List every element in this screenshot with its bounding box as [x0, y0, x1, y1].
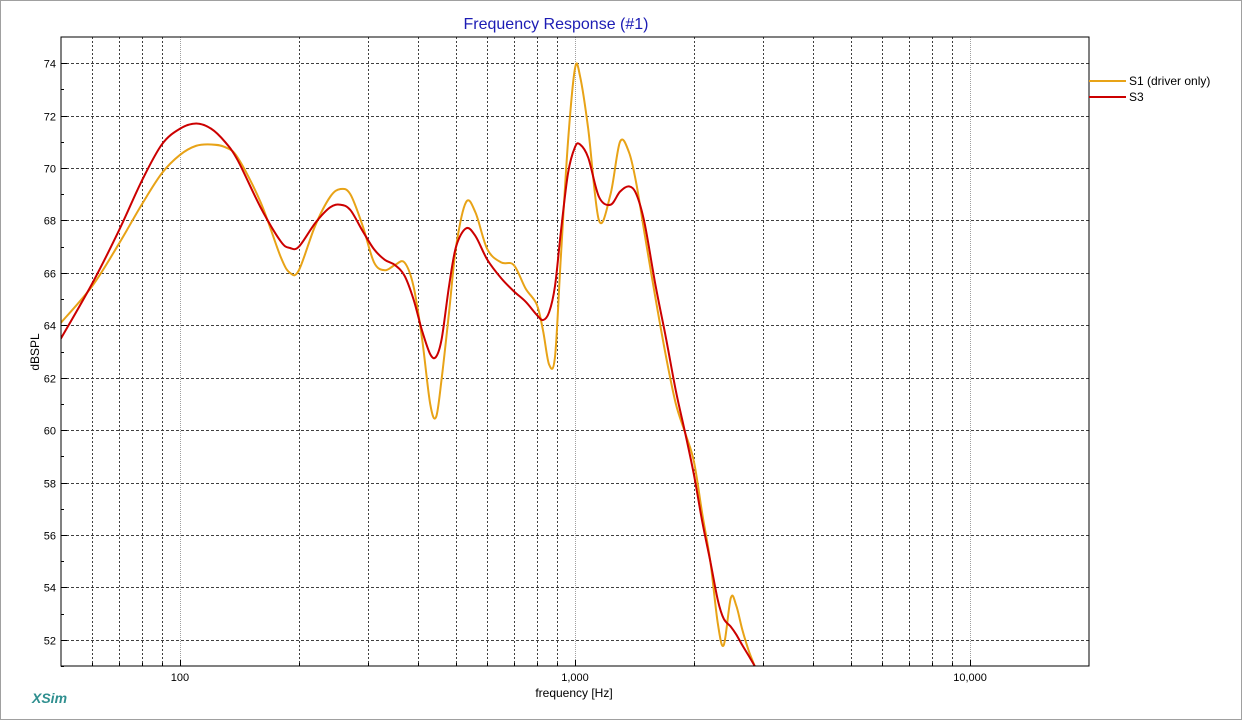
y-tick-label: 66 [44, 269, 56, 281]
y-tick-label: 68 [44, 216, 56, 228]
xsim-logo: XSim [31, 690, 67, 706]
legend-label: S3 [1129, 90, 1144, 104]
y-tick-label: 56 [44, 531, 56, 543]
y-tick-label: 60 [44, 426, 56, 438]
series-line-s1 [61, 62, 756, 666]
y-tick-label: 64 [44, 321, 56, 333]
y-tick-label: 54 [44, 583, 56, 595]
grid [61, 37, 1089, 666]
x-tick-label: 10,000 [953, 672, 987, 684]
legend: S1 (driver only) S3 [1089, 74, 1210, 104]
x-axis-label: frequency [Hz] [535, 686, 612, 700]
y-tick-label: 70 [44, 164, 56, 176]
y-tick-label: 58 [44, 479, 56, 491]
y-tick-label: 52 [44, 636, 56, 648]
series-lines [61, 62, 756, 666]
chart-title: Frequency Response (#1) [464, 16, 649, 33]
y-tick-label: 72 [44, 112, 56, 124]
x-tick-label: 1,000 [561, 672, 589, 684]
series-line-s3 [61, 122, 756, 666]
legend-label: S1 (driver only) [1129, 74, 1210, 88]
y-tick-label: 74 [44, 59, 56, 71]
y-axis-label: dBSPL [28, 333, 42, 371]
axis-ticks: 52 54 56 58 60 62 64 66 68 70 72 74 100 1,000 10,000 [44, 59, 987, 685]
x-tick-label: 100 [171, 672, 189, 684]
y-tick-label: 62 [44, 374, 56, 386]
